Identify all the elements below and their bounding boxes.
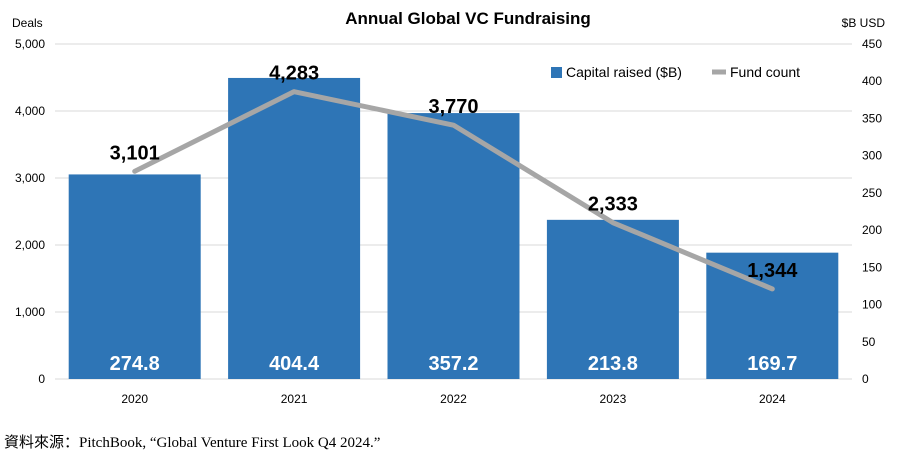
legend-line-label: Fund count bbox=[730, 64, 800, 80]
category-label: 2024 bbox=[759, 392, 786, 406]
right-tick-label: 50 bbox=[862, 335, 876, 349]
left-tick-label: 0 bbox=[38, 372, 45, 386]
left-axis-label: Deals bbox=[12, 16, 43, 30]
left-axis-ticks: 0 1,000 2,000 3,000 4,000 5,000 bbox=[15, 37, 45, 386]
fund-count-line bbox=[132, 89, 775, 292]
left-tick-label: 1,000 bbox=[15, 305, 45, 319]
bar-value-label: 213.8 bbox=[588, 353, 638, 375]
bar-value-label: 274.8 bbox=[110, 353, 160, 375]
right-axis-ticks: 0 50 100 150 200 250 300 350 400 450 bbox=[862, 37, 882, 386]
right-tick-label: 250 bbox=[862, 186, 882, 200]
category-label: 2020 bbox=[121, 392, 148, 406]
line-series: 3,101 4,283 3,770 2,333 1,344 bbox=[110, 63, 798, 292]
left-tick-label: 2,000 bbox=[15, 238, 45, 252]
bar-series: 274.8 404.4 357.2 213.8 169.7 bbox=[68, 77, 839, 380]
right-tick-label: 300 bbox=[862, 149, 882, 163]
right-tick-label: 450 bbox=[862, 37, 882, 51]
category-label: 2022 bbox=[440, 392, 467, 406]
left-tick-label: 5,000 bbox=[15, 37, 45, 51]
right-tick-label: 200 bbox=[862, 223, 882, 237]
line-value-label: 3,101 bbox=[110, 142, 160, 164]
bar-value-label: 357.2 bbox=[428, 353, 478, 375]
source-note: 資料來源：PitchBook, “Global Venture First Lo… bbox=[4, 435, 381, 451]
line-value-label: 2,333 bbox=[588, 194, 638, 216]
left-tick-label: 3,000 bbox=[15, 171, 45, 185]
right-tick-label: 350 bbox=[862, 111, 882, 125]
bar bbox=[228, 77, 361, 380]
category-label: 2023 bbox=[600, 392, 627, 406]
chart: Annual Global VC Fundraising Deals $B US… bbox=[12, 9, 886, 406]
left-tick-label: 4,000 bbox=[15, 104, 45, 118]
bar-value-label: 169.7 bbox=[747, 353, 797, 375]
chart-title: Annual Global VC Fundraising bbox=[345, 9, 591, 28]
bar-value-label: 404.4 bbox=[269, 353, 320, 375]
legend-bar-swatch bbox=[551, 67, 562, 78]
right-tick-label: 100 bbox=[862, 298, 882, 312]
line-value-label: 3,770 bbox=[428, 96, 478, 118]
legend-bar-label: Capital raised ($B) bbox=[566, 64, 682, 80]
line-value-label: 4,283 bbox=[269, 63, 319, 85]
bar bbox=[387, 113, 520, 379]
category-label: 2021 bbox=[281, 392, 308, 406]
bar bbox=[546, 219, 679, 379]
right-axis-label: $B USD bbox=[842, 16, 886, 30]
bar bbox=[706, 252, 839, 379]
right-tick-label: 0 bbox=[862, 372, 869, 386]
right-tick-label: 150 bbox=[862, 260, 882, 274]
category-labels: 2020 2021 2022 2023 2024 bbox=[121, 392, 786, 406]
right-tick-label: 400 bbox=[862, 74, 882, 88]
legend: Capital raised ($B) Fund count bbox=[551, 64, 800, 80]
line-value-label: 1,344 bbox=[747, 260, 798, 282]
bar bbox=[68, 174, 201, 379]
